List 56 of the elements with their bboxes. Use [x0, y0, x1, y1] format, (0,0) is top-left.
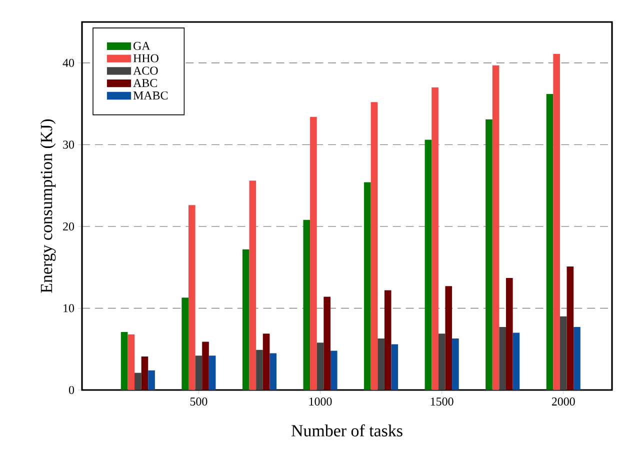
bar — [310, 116, 317, 390]
bar — [492, 65, 500, 390]
x-tick-label: 1000 — [309, 398, 332, 406]
x-tick-label: 1500 — [430, 398, 454, 406]
bar — [566, 266, 574, 390]
x-tick-label: 2000 — [552, 398, 575, 406]
bar — [424, 140, 432, 390]
bar — [324, 296, 330, 390]
bar — [141, 356, 148, 390]
bar — [303, 220, 310, 390]
bar — [384, 290, 392, 390]
bar — [182, 298, 188, 390]
legend-label: MABC — [133, 91, 168, 100]
x-axis-title: Number of tasks — [292, 424, 402, 436]
y-axis-title: Energy consumption (KJ) — [40, 119, 56, 293]
x-tick-label: 500 — [190, 398, 208, 406]
bar — [512, 332, 520, 390]
bar — [188, 205, 196, 390]
bar — [499, 327, 506, 390]
bar — [195, 356, 202, 390]
bar — [452, 338, 459, 390]
bar — [208, 356, 216, 390]
bar — [202, 342, 209, 390]
bar — [242, 249, 250, 390]
y-tick-label: 20 — [63, 222, 74, 230]
y-tick-label: 10 — [64, 304, 74, 312]
y-tick-label: 30 — [63, 140, 74, 149]
bar — [120, 332, 128, 390]
bar — [445, 286, 452, 390]
bar — [560, 316, 567, 390]
legend-label: GA — [134, 42, 150, 50]
bar — [128, 334, 135, 390]
legend-label: ABC — [133, 79, 157, 88]
bar — [316, 342, 324, 390]
legend-label: HHO — [133, 54, 158, 62]
bar — [148, 370, 155, 390]
bar — [378, 338, 384, 390]
bar — [391, 344, 398, 390]
bar — [270, 353, 276, 390]
bar — [574, 327, 580, 390]
y-tick-label: 0 — [68, 386, 74, 394]
bar — [370, 102, 378, 390]
bar — [262, 334, 270, 390]
legend-label: ACO — [133, 66, 158, 75]
bar — [256, 350, 263, 390]
bar — [134, 372, 142, 390]
bar — [438, 334, 446, 390]
bar — [506, 278, 513, 390]
bar — [330, 350, 338, 390]
bar — [546, 94, 554, 390]
bar — [364, 182, 371, 390]
bar — [432, 87, 438, 390]
bar — [249, 180, 256, 390]
y-tick-label: 40 — [62, 58, 74, 67]
bar — [553, 54, 560, 390]
bar — [486, 119, 492, 390]
